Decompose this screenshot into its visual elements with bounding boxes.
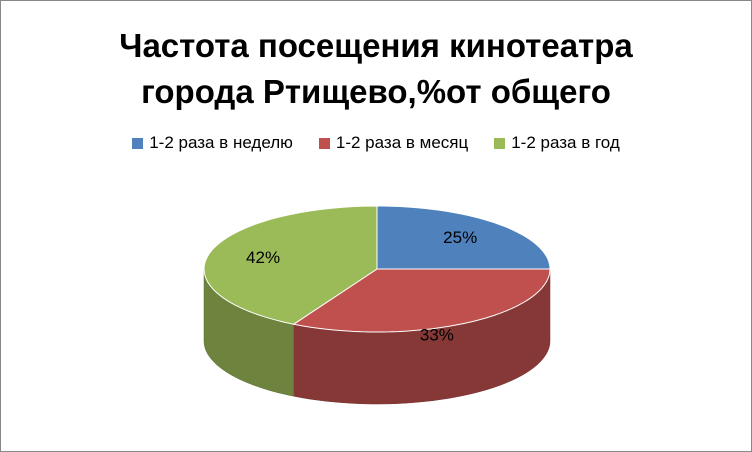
legend: 1-2 раза в неделю 1-2 раза в месяц 1-2 раз… [1, 133, 751, 153]
legend-item: 1-2 раза в месяц [318, 133, 469, 153]
data-label: 42% [246, 248, 280, 267]
legend-label: 1-2 раза в год [511, 133, 620, 152]
slice [292, 268, 551, 333]
slice [203, 205, 378, 325]
legend-item: 1-2 раза в год [494, 133, 620, 153]
slice [376, 205, 551, 270]
legend-label: 1-2 раза в неделю [149, 133, 293, 152]
data-label: 33% [420, 325, 454, 344]
legend-swatch [132, 137, 144, 149]
legend-label: 1-2 раза в месяц [335, 133, 469, 152]
data-label: 25% [443, 228, 477, 247]
legend-swatch [494, 137, 506, 149]
legend-item: 1-2 раза в неделю [132, 133, 293, 153]
chart-title: Частота посещения кинотеатра города Ртищ… [119, 27, 633, 110]
legend-swatch [318, 137, 330, 149]
